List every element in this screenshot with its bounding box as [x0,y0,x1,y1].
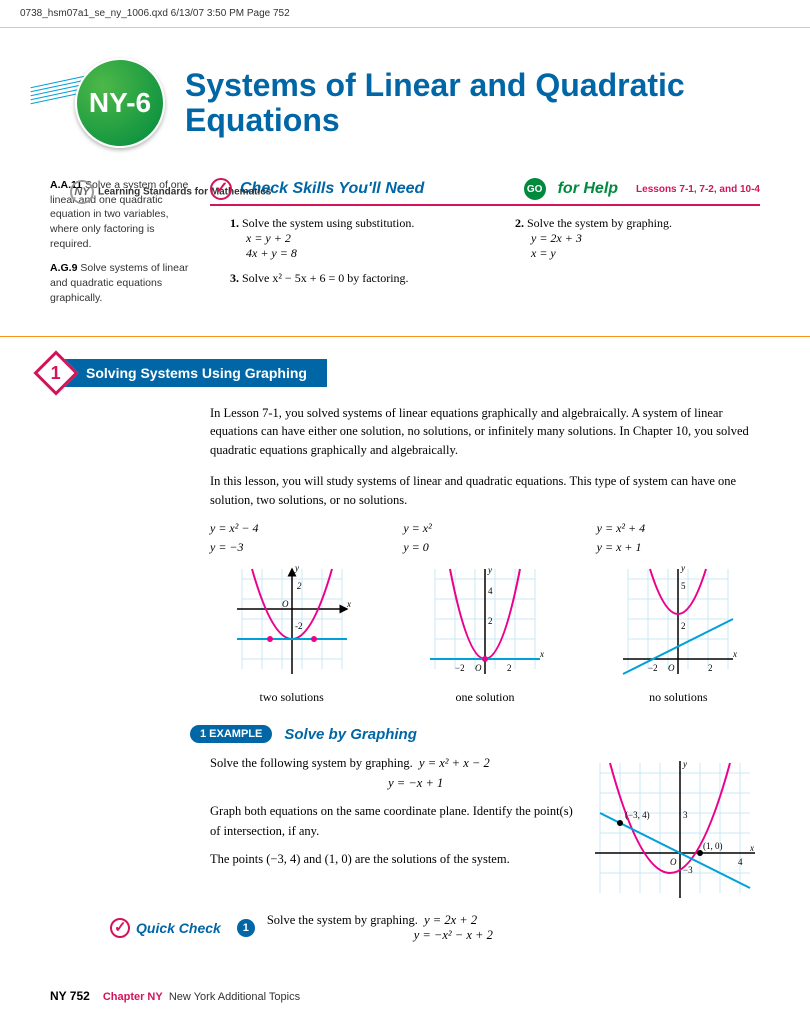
svg-text:y: y [487,565,492,575]
graph-two-solutions: 2 -2 O x y [222,559,362,679]
svg-text:y: y [294,563,299,573]
graph-one-solution: 4 2 −2 O 2 x y [415,559,555,679]
print-header: 0738_hsm07a1_se_ny_1006.qxd 6/13/07 3:50… [0,0,810,28]
graph-no-solutions: 5 2 −2 O 2 x y [608,559,748,679]
check-icon [210,178,232,200]
intro-para-2: In this lesson, you will study systems o… [210,472,760,510]
standards-label: NYLearning Standards for Mathematics [70,180,271,204]
svg-text:4: 4 [488,586,493,596]
svg-text:(−3, 4): (−3, 4) [625,810,650,820]
svg-text:x: x [346,599,351,609]
svg-text:x: x [749,843,754,853]
svg-text:−3: −3 [683,865,693,875]
svg-text:O: O [670,857,677,867]
svg-text:2: 2 [708,663,713,673]
svg-text:y: y [682,759,687,769]
check-problems: 1. Solve the system using substitution. … [210,216,760,261]
svg-text:x: x [732,649,737,659]
svg-text:2: 2 [507,663,512,673]
check-skills-header: Check Skills You'll Need GO for Help Les… [210,178,760,206]
svg-text:2: 2 [681,621,686,631]
section-header: 1 Solving Systems Using Graphing [40,357,760,389]
svg-text:2: 2 [297,581,302,591]
page-title: Systems of Linear and Quadratic Equation… [185,68,760,138]
example-graph: (−3, 4) (1, 0) 3 −3 O 4 x y [590,753,760,903]
svg-text:O: O [282,599,289,609]
graphs-row: y = x² − 4 y = −3 2 -2 O x [210,521,760,705]
svg-text:2: 2 [488,616,493,626]
svg-text:y: y [680,563,685,573]
svg-text:4: 4 [738,857,743,867]
svg-text:3: 3 [683,810,688,820]
check-problem-3: 3. Solve x² − 5x + 6 = 0 by factoring. [210,271,760,286]
svg-text:−2: −2 [455,663,465,673]
go-icon: GO [524,178,546,200]
intro-para-1: In Lesson 7-1, you solved systems of lin… [210,404,760,460]
svg-text:O: O [475,663,482,673]
svg-text:x: x [539,649,544,659]
example-body: Solve the following system by graphing. … [210,753,760,903]
quick-check: Quick Check 1 Solve the system by graphi… [110,913,760,943]
svg-text:5: 5 [681,581,686,591]
svg-text:-2: -2 [295,621,303,631]
svg-text:(1, 0): (1, 0) [703,841,723,851]
check-icon [110,918,130,938]
svg-text:−2: −2 [648,663,658,673]
lesson-badge: NY-6 [50,58,170,158]
example-header: 1 EXAMPLE Solve by Graphing [190,725,760,743]
page-footer: NY 752 Chapter NY New York Additional To… [50,989,300,1004]
divider [0,336,810,337]
svg-text:O: O [668,663,675,673]
